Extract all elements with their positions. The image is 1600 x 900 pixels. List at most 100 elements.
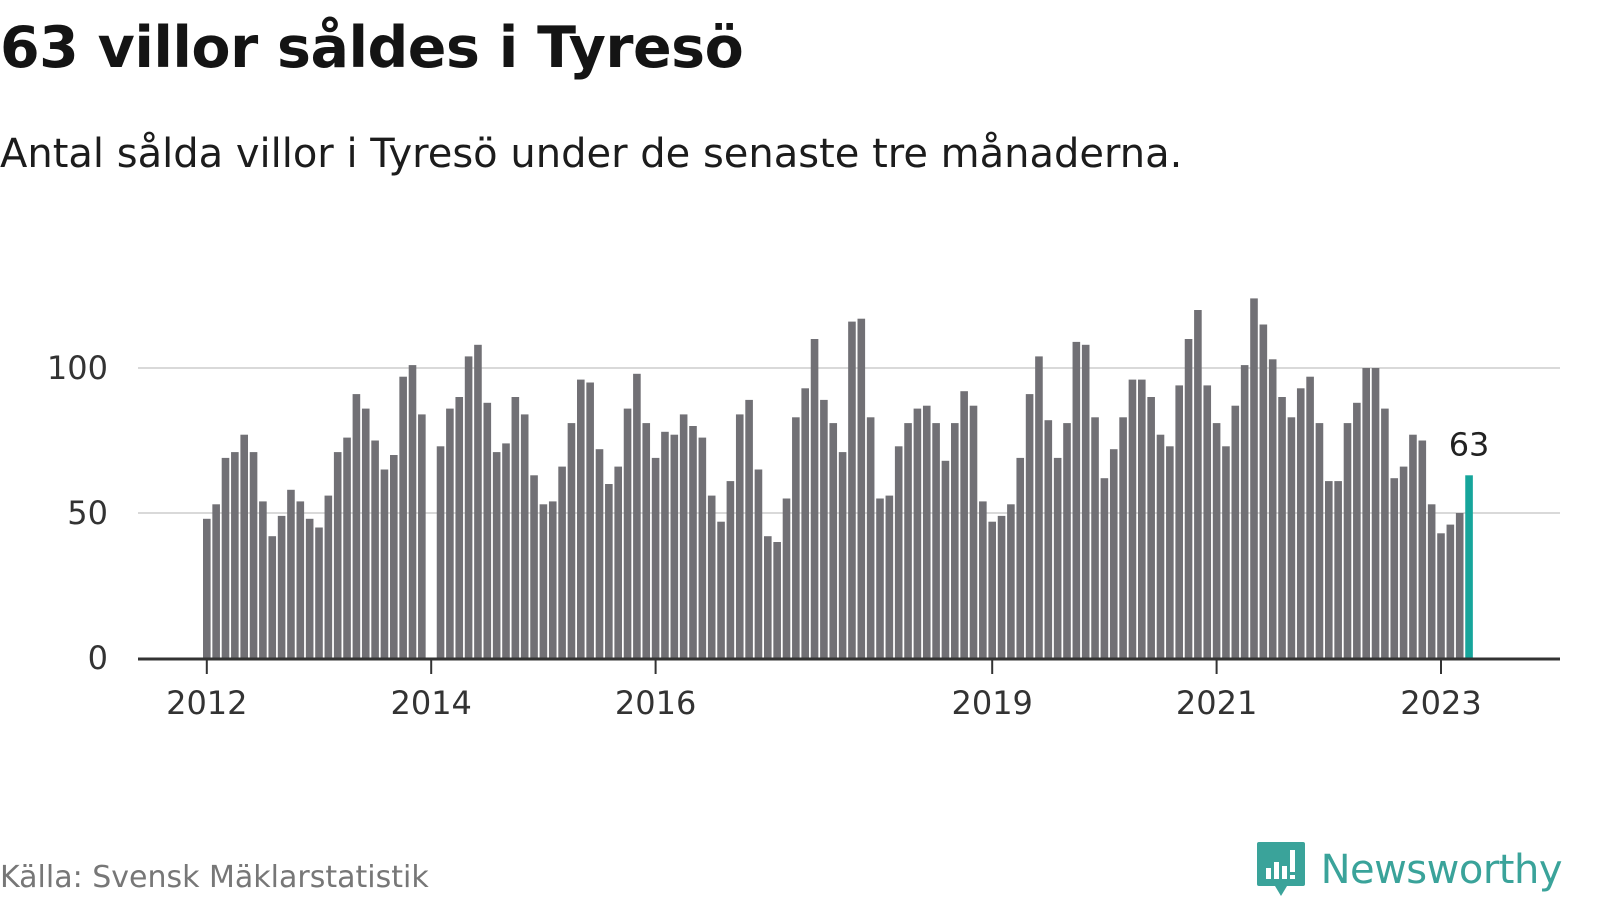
bar [1390,478,1399,658]
bar [1306,376,1314,658]
bar [1268,359,1277,658]
x-tick-label: 2016 [615,684,696,722]
bar [857,318,866,658]
bar [371,440,379,658]
bar [548,501,557,658]
bar [1240,365,1249,658]
bar-highlight [1465,475,1473,658]
bar [1063,423,1071,658]
x-axis [138,657,1560,674]
bar [1053,457,1062,658]
bar [231,452,239,658]
y-tick-label: 100 [47,349,108,387]
bar [1072,341,1081,658]
logo-text: Newsworthy [1320,847,1563,893]
bar [614,466,622,658]
bar [1362,368,1370,658]
bar [1166,446,1174,658]
bar [997,515,1006,658]
y-tick-label: 0 [88,639,108,677]
bar [577,379,585,658]
bar [586,382,594,658]
bar [474,344,482,658]
newsworthy-logo: Newsworthy [1255,840,1563,900]
bar [287,489,295,658]
bar [764,536,772,658]
bar [511,397,520,658]
bar [689,426,697,658]
x-tick-label: 2021 [1176,684,1257,722]
bar [1156,434,1165,658]
bar [1427,504,1436,658]
bar [1446,524,1455,658]
bar [455,397,464,658]
bar [446,408,454,658]
bar [1455,513,1464,658]
bar [539,504,548,658]
bar [1016,457,1025,658]
bar [1325,481,1333,658]
bar [801,388,809,658]
chart-subtitle: Antal sålda villor i Tyresö under de sen… [0,131,1183,177]
bar [352,394,361,658]
bar [773,542,781,658]
bar [969,405,978,658]
bar [240,434,248,658]
labels: 0 50 100 2012 2014 2016 2019 2021 2023 63 [47,349,1489,722]
bar [633,373,641,658]
bar [1278,397,1286,658]
bar [735,414,744,658]
bar [829,423,838,658]
bar [1203,385,1212,658]
bar [464,356,473,658]
bar [904,423,912,658]
bar [418,414,426,658]
bar [1138,379,1146,658]
bar [951,423,959,658]
bar [810,339,819,658]
bar [1184,339,1193,658]
bar [820,399,828,658]
bar [670,434,679,658]
bar [1250,298,1258,658]
bar [1259,324,1268,658]
bar [1287,417,1296,658]
source-note: Källa: Svensk Mäklarstatistik [0,860,429,895]
bar [1222,446,1230,658]
bar [315,527,323,658]
bar [1353,402,1361,658]
bar [838,452,847,658]
bar [1399,466,1408,658]
bar [483,402,492,658]
bar [1081,344,1090,658]
bar [436,446,445,658]
bar [1147,397,1155,658]
newsworthy-chart-icon [1256,842,1305,896]
x-tick-label: 2014 [390,684,471,722]
bar [605,484,613,658]
bar [296,501,305,658]
bar [380,469,389,658]
bar [866,417,875,658]
bar [259,501,267,658]
highlight-value-label: 63 [1449,425,1490,463]
bar [212,504,220,658]
bar [1119,417,1127,658]
bar [1044,420,1053,658]
bar [698,437,707,658]
bar [1212,423,1221,658]
bar [876,498,884,658]
bar [661,431,669,658]
bar [782,498,791,658]
bar [1437,533,1445,658]
bar [717,521,725,658]
bar [1343,423,1352,658]
bar [1091,417,1099,658]
bar [1035,356,1043,658]
bar [642,423,651,658]
bar [913,408,922,658]
bar [885,495,894,658]
bar [567,423,576,658]
bar [1175,385,1183,658]
